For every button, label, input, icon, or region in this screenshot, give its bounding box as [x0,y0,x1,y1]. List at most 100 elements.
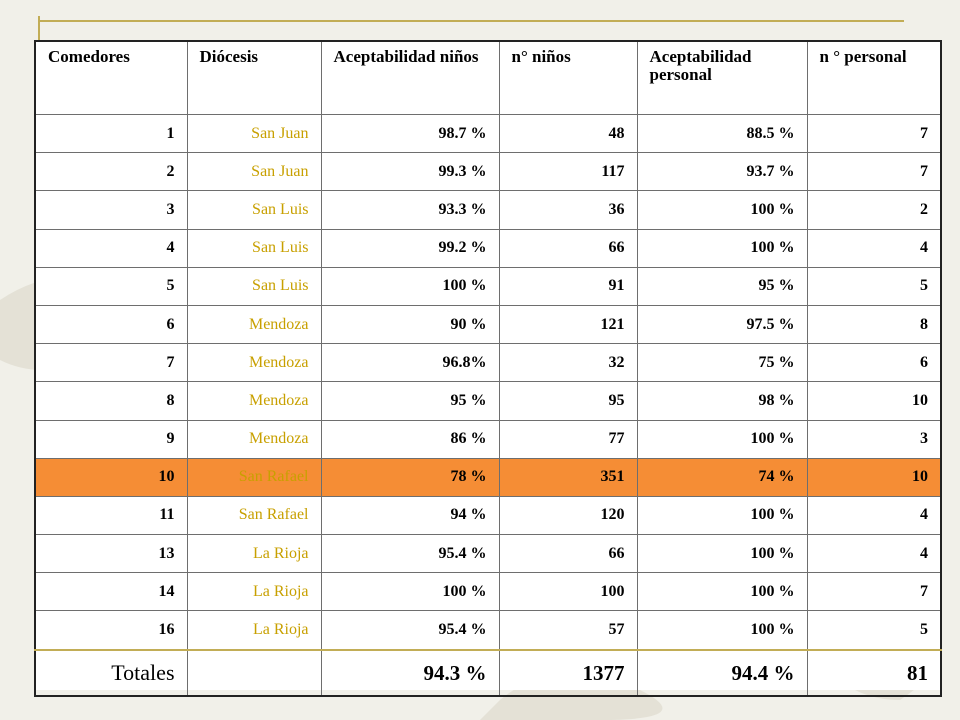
cell-aceptabilidad-personal: 97.5 % [636,304,808,345]
cell-aceptabilidad-personal: 100 % [636,572,808,612]
table-row: 11 San Rafael 94 % 120 100 % 4 [34,495,942,536]
table-row: 9 Mendoza 86 % 77 100 % 3 [34,419,942,459]
header-diocesis: Diócesis [186,40,322,115]
table-row: 4 San Luis 99.2 % 66 100 % 4 [34,228,942,268]
table-row: 6 Mendoza 90 % 121 97.5 % 8 [34,304,942,345]
cell-diocesis: La Rioja [186,534,322,574]
cell-n-ninos: 66 [498,534,638,574]
cell-comedor: 10 [34,457,188,497]
cell-aceptabilidad-ninos: 99.3 % [320,152,500,192]
totals-n-personal: 81 [806,648,942,697]
cell-n-personal: 4 [806,534,942,574]
cell-aceptabilidad-personal: 93.7 % [636,152,808,192]
cell-n-ninos: 120 [498,495,638,536]
header-aceptabilidad-ninos: Aceptabilidad niños [320,40,500,115]
cell-diocesis: Mendoza [186,304,322,345]
cell-comedor: 5 [34,266,188,306]
cell-aceptabilidad-personal: 88.5 % [636,113,808,154]
table-row: 13 La Rioja 95.4 % 66 100 % 4 [34,534,942,574]
cell-diocesis: La Rioja [186,572,322,612]
cell-aceptabilidad-personal: 100 % [636,190,808,230]
table-row: 1 San Juan 98.7 % 48 88.5 % 7 [34,113,942,154]
cell-diocesis: San Rafael [186,495,322,536]
cell-aceptabilidad-ninos: 99.2 % [320,228,500,268]
cell-n-personal: 4 [806,495,942,536]
cell-comedor: 9 [34,419,188,459]
cell-aceptabilidad-personal: 100 % [636,419,808,459]
cell-n-personal: 7 [806,572,942,612]
cell-aceptabilidad-ninos: 95.4 % [320,534,500,574]
table-row: 5 San Luis 100 % 91 95 % 5 [34,266,942,306]
table-row: 8 Mendoza 95 % 95 98 % 10 [34,381,942,421]
cell-aceptabilidad-personal: 95 % [636,266,808,306]
header-row: Comedores Diócesis Aceptabilidad niños n… [34,40,942,115]
cell-n-ninos: 57 [498,610,638,651]
comedores-table: Comedores Diócesis Aceptabilidad niños n… [34,40,942,697]
cell-n-ninos: 36 [498,190,638,230]
cell-n-personal: 4 [806,228,942,268]
cell-diocesis: Mendoza [186,343,322,383]
totals-aceptabilidad-personal: 94.4 % [636,648,808,697]
cell-comedor: 2 [34,152,188,192]
cell-diocesis: Mendoza [186,381,322,421]
cell-n-personal: 5 [806,266,942,306]
cell-diocesis: La Rioja [186,610,322,651]
cell-aceptabilidad-personal: 100 % [636,534,808,574]
cell-comedor: 4 [34,228,188,268]
cell-n-ninos: 48 [498,113,638,154]
cell-comedor: 13 [34,534,188,574]
cell-comedor: 1 [34,113,188,154]
totals-n-ninos: 1377 [498,648,638,697]
cell-comedor: 6 [34,304,188,345]
cell-aceptabilidad-ninos: 98.7 % [320,113,500,154]
cell-aceptabilidad-ninos: 95 % [320,381,500,421]
header-n-ninos: n° niños [498,40,638,115]
cell-aceptabilidad-personal: 74 % [636,457,808,497]
cell-n-ninos: 91 [498,266,638,306]
cell-comedor: 8 [34,381,188,421]
decorative-top-line [38,20,904,22]
cell-diocesis: San Juan [186,152,322,192]
cell-diocesis: San Rafael [186,457,322,497]
cell-diocesis: San Luis [186,266,322,306]
cell-aceptabilidad-personal: 98 % [636,381,808,421]
cell-comedor: 11 [34,495,188,536]
cell-diocesis: San Juan [186,113,322,154]
cell-n-ninos: 32 [498,343,638,383]
cell-n-ninos: 117 [498,152,638,192]
cell-n-ninos: 77 [498,419,638,459]
cell-n-ninos: 351 [498,457,638,497]
cell-diocesis: San Luis [186,228,322,268]
cell-n-personal: 8 [806,304,942,345]
totals-label: Totales [34,648,188,697]
cell-n-personal: 6 [806,343,942,383]
cell-n-ninos: 66 [498,228,638,268]
cell-comedor: 3 [34,190,188,230]
cell-comedor: 16 [34,610,188,651]
cell-aceptabilidad-personal: 75 % [636,343,808,383]
table-row: 2 San Juan 99.3 % 117 93.7 % 7 [34,152,942,192]
cell-n-ninos: 95 [498,381,638,421]
table-row: 16 La Rioja 95.4 % 57 100 % 5 [34,610,942,651]
cell-aceptabilidad-ninos: 86 % [320,419,500,459]
cell-diocesis: Mendoza [186,419,322,459]
cell-aceptabilidad-ninos: 95.4 % [320,610,500,651]
cell-n-personal: 5 [806,610,942,651]
cell-aceptabilidad-ninos: 100 % [320,266,500,306]
cell-n-personal: 7 [806,152,942,192]
cell-n-ninos: 100 [498,572,638,612]
totals-aceptabilidad-ninos: 94.3 % [320,648,500,697]
cell-n-personal: 10 [806,457,942,497]
table-row: 14 La Rioja 100 % 100 100 % 7 [34,572,942,612]
cell-aceptabilidad-personal: 100 % [636,495,808,536]
cell-aceptabilidad-ninos: 96.8% [320,343,500,383]
cell-aceptabilidad-ninos: 78 % [320,457,500,497]
cell-n-personal: 7 [806,113,942,154]
cell-n-personal: 2 [806,190,942,230]
cell-n-personal: 3 [806,419,942,459]
cell-aceptabilidad-personal: 100 % [636,228,808,268]
cell-aceptabilidad-ninos: 94 % [320,495,500,536]
cell-aceptabilidad-ninos: 90 % [320,304,500,345]
cell-comedor: 7 [34,343,188,383]
table-row: 10 San Rafael 78 % 351 74 % 10 [34,457,942,497]
